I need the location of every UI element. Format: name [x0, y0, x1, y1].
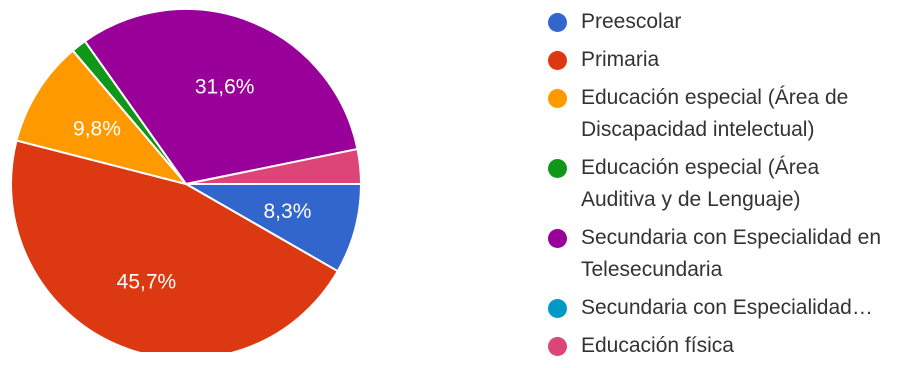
- legend-swatch: [548, 159, 567, 178]
- slice-value-label: 45,7%: [117, 270, 177, 293]
- legend-item: Primaria: [548, 44, 918, 76]
- legend-label: Educación física: [581, 334, 734, 357]
- pie-slice: [15, 49, 189, 186]
- slice-value-label: 9,8%: [73, 117, 121, 140]
- legend-label: Secundaria con Especialidad en Telesecun…: [581, 226, 882, 281]
- legend-item: Educación especial (Área de Discapacidad…: [548, 82, 918, 146]
- legend-swatch: [548, 51, 567, 70]
- pie-slice: [182, 183, 363, 273]
- legend-swatch: [548, 13, 567, 32]
- legend-item: Secundaria con Especialidad…: [548, 292, 918, 324]
- legend-swatch: [548, 89, 567, 108]
- slice-value-label: 31,6%: [195, 75, 255, 98]
- legend-label: Educación especial (Área de Discapacidad…: [581, 86, 849, 141]
- legend-item: Educación física: [548, 330, 918, 362]
- pie-slice: [10, 139, 340, 352]
- pie-slice: [185, 147, 363, 185]
- pie-chart: 8,3% 45,7% 9,8% 31,6%: [10, 8, 363, 352]
- slice-value-label: 8,3%: [264, 200, 312, 223]
- legend-label: Primaria: [581, 48, 660, 71]
- legend-label: Secundaria con Especialidad…: [581, 296, 873, 319]
- legend-swatch: [548, 337, 567, 356]
- legend-label: Educación especial (Área Auditiva y de L…: [581, 156, 820, 211]
- legend-swatch: [548, 299, 567, 318]
- legend-item: Preescolar: [548, 6, 918, 38]
- legend-label: Preescolar: [581, 10, 682, 33]
- legend-item: Educación especial (Área Auditiva y de L…: [548, 152, 918, 216]
- legend-swatch: [548, 229, 567, 248]
- pie-slice: [83, 8, 359, 186]
- legend: Preescolar Primaria Educación especial (Ár…: [548, 6, 918, 368]
- legend-item: Secundaria con Especialidad en Telesecun…: [548, 222, 918, 286]
